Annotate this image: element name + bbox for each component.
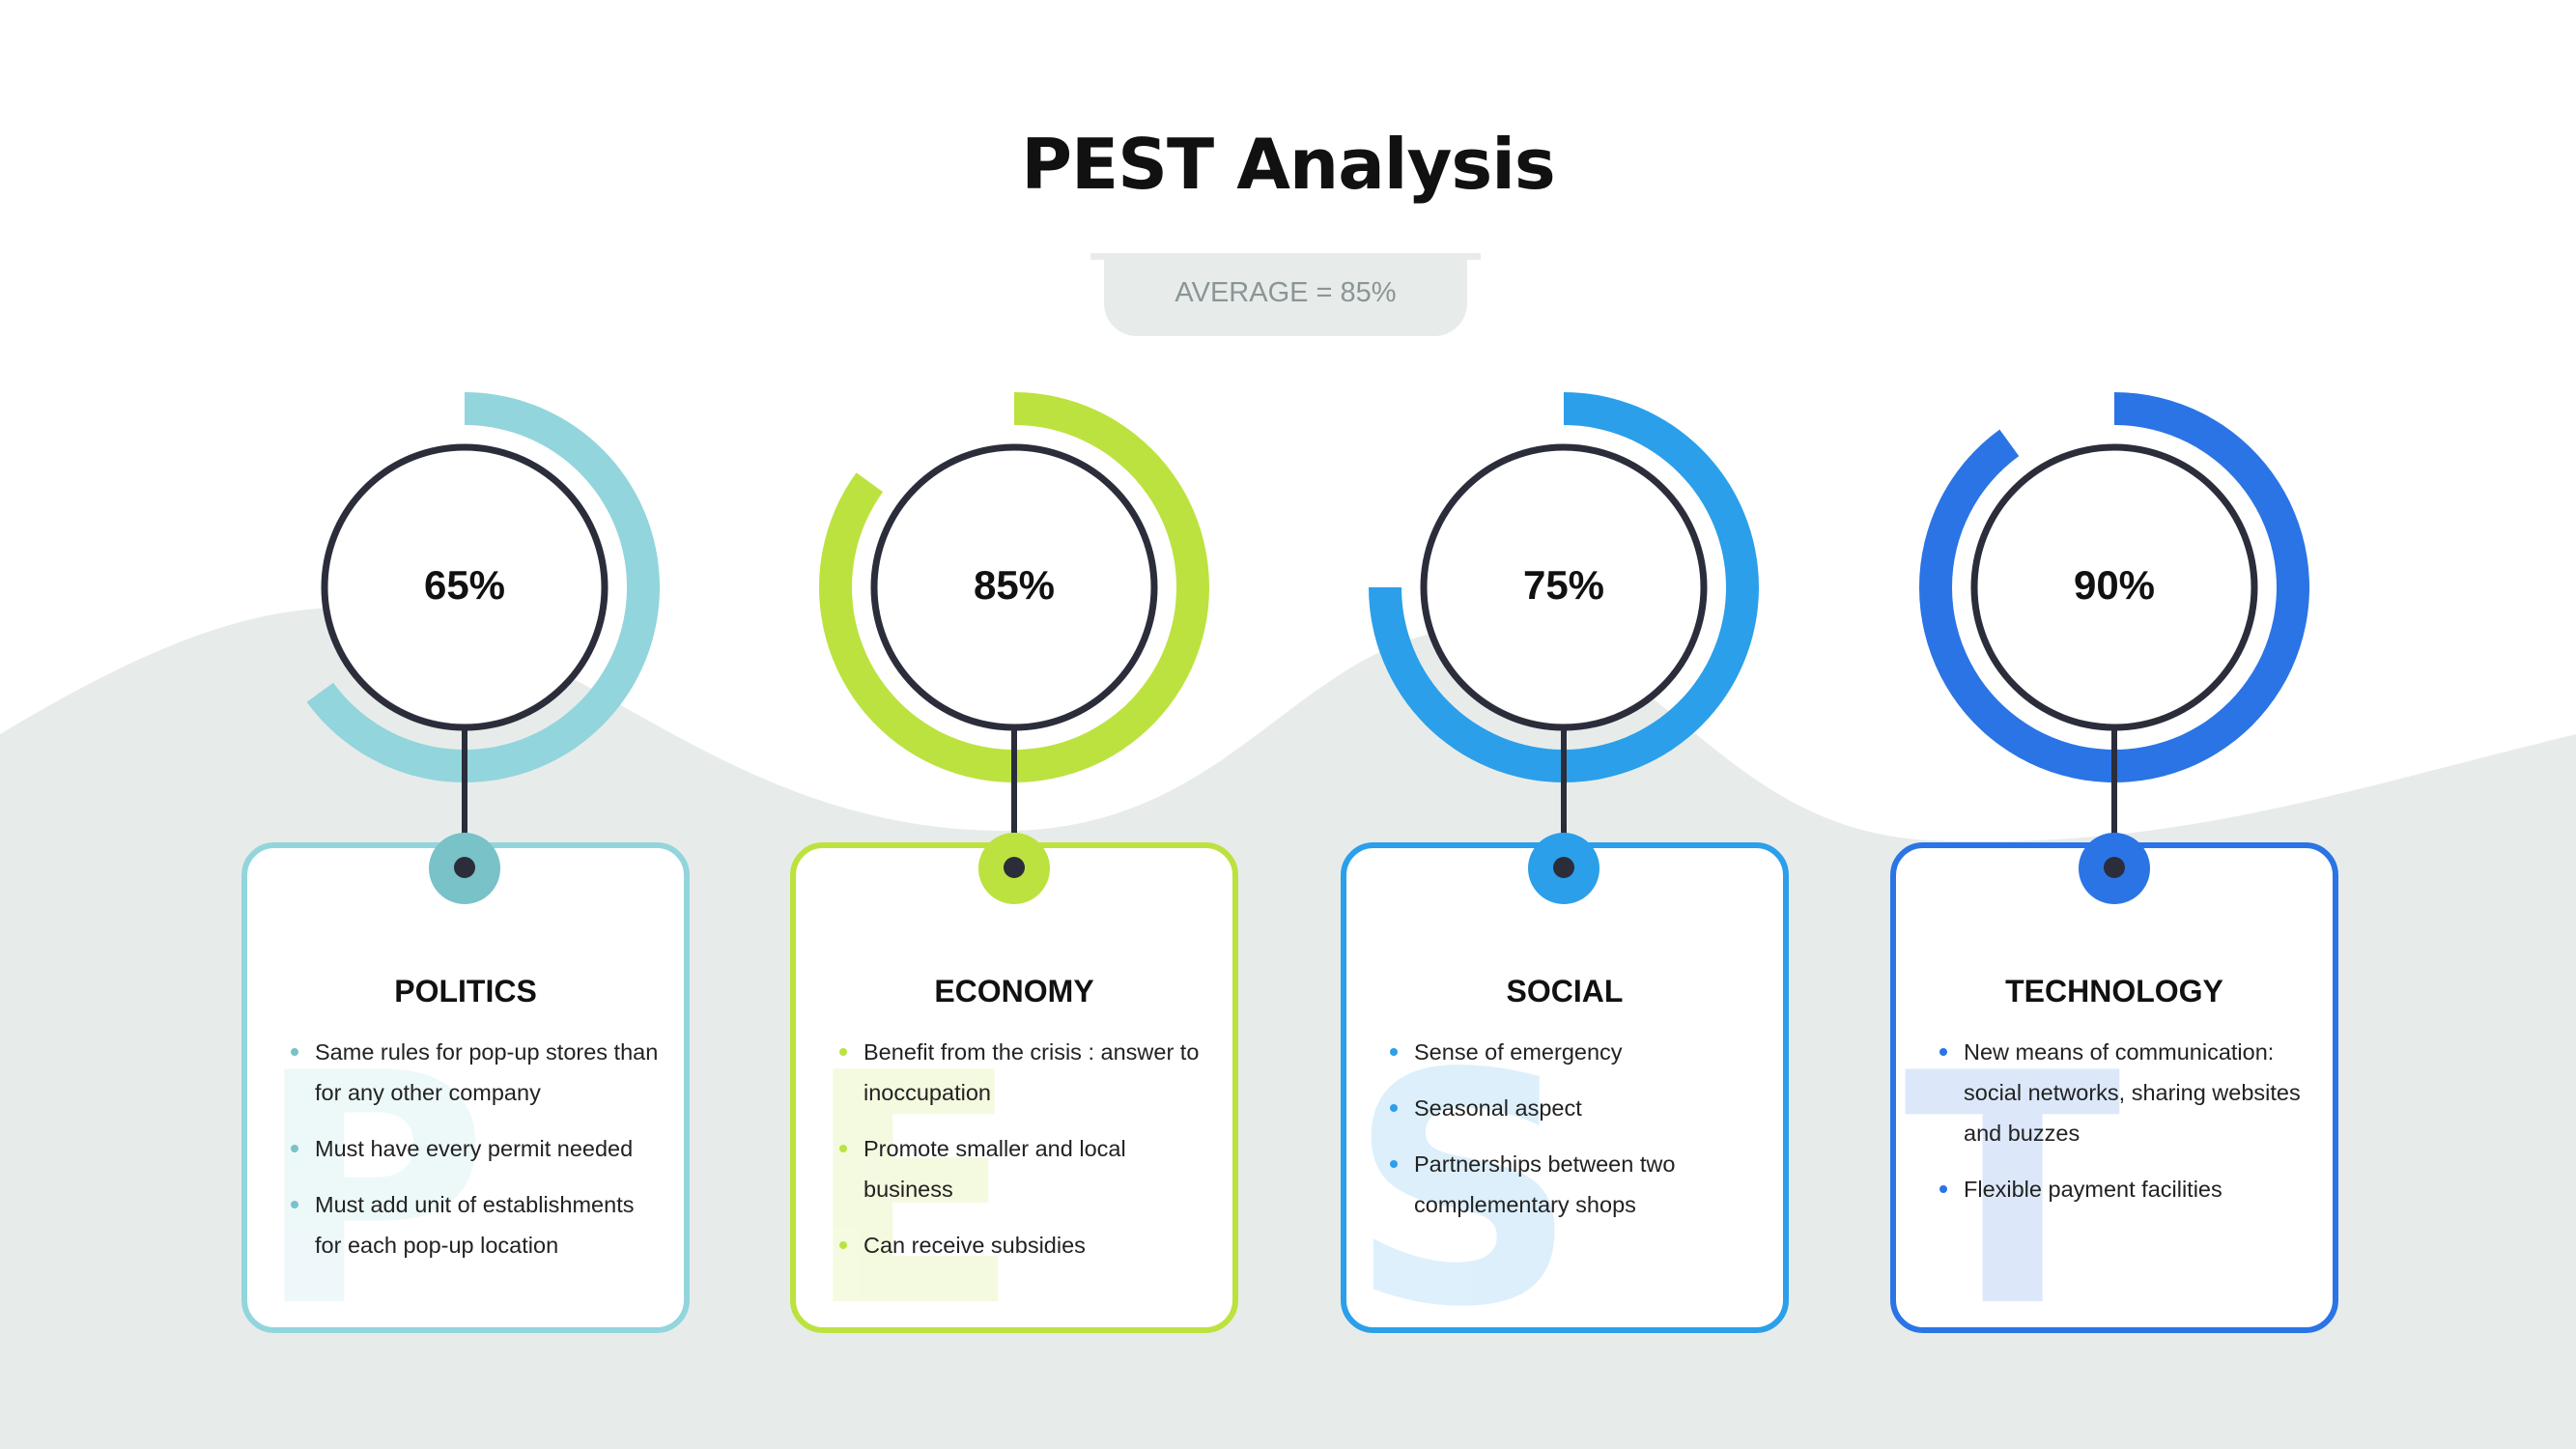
- technology-connector-dot: [2079, 833, 2150, 904]
- bullet-dot-icon: [839, 1145, 847, 1152]
- list-item: Sense of emergency: [1390, 1032, 1764, 1072]
- bullet-text: Must have every permit needed: [315, 1136, 634, 1161]
- bullet-dot-icon: [1939, 1048, 1947, 1056]
- economy-connector-dot: [978, 833, 1050, 904]
- bullet-dot-icon: [1390, 1048, 1398, 1056]
- politics-watermark-letter: P: [255, 1006, 489, 1333]
- bullet-text: New means of communication: social netwo…: [1964, 1039, 2301, 1146]
- bullet-dot-icon: [1939, 1185, 1947, 1193]
- bullet-text: Must add unit of establishments for each…: [315, 1192, 635, 1258]
- economy-title: ECONOMY: [934, 974, 1094, 1009]
- social-watermark-letter: S: [1348, 1006, 1578, 1333]
- technology-card: T TECHNOLOGY New means of communication: s…: [1890, 842, 2338, 1333]
- technology-value-label: 90%: [2073, 562, 2156, 608]
- technology-watermark-letter: T: [1904, 1006, 2122, 1333]
- bullet-dot-icon: [291, 1201, 298, 1208]
- bullet-dot-icon: [291, 1145, 298, 1152]
- economy-card: E ECONOMY Benefit from the crisis : answer…: [790, 842, 1238, 1333]
- politics-ring-face: [328, 451, 601, 724]
- social-card: S SOCIAL Sense of emergency Seasonal aspect…: [1341, 842, 1789, 1333]
- list-item: Same rules for pop-up stores than for an…: [291, 1032, 665, 1113]
- list-item: Can receive subsidies: [839, 1225, 1213, 1265]
- technology-connector-pin: [2104, 857, 2125, 878]
- social-title: SOCIAL: [1506, 974, 1624, 1009]
- politics-bullet-list: Same rules for pop-up stores than for an…: [291, 1032, 665, 1281]
- bullet-dot-icon: [839, 1048, 847, 1056]
- economy-value-label: 85%: [973, 562, 1056, 608]
- technology-ring-face: [1978, 451, 2250, 724]
- social-value-label: 75%: [1522, 562, 1605, 608]
- bullet-text: Benefit from the crisis : answer to inoc…: [863, 1039, 1200, 1105]
- list-item: Promote smaller and local business: [839, 1128, 1213, 1209]
- bullet-text: Sense of emergency: [1414, 1039, 1623, 1065]
- politics-value-label: 65%: [423, 562, 506, 608]
- economy-connector-pin: [1004, 857, 1025, 878]
- economy-ring-face: [878, 451, 1150, 724]
- bullet-dot-icon: [1390, 1104, 1398, 1112]
- economy-bullet-list: Benefit from the crisis : answer to inoc…: [839, 1032, 1213, 1281]
- list-item: Partnerships between two complementary s…: [1390, 1144, 1764, 1225]
- technology-title: TECHNOLOGY: [2005, 974, 2223, 1009]
- economy-watermark-letter: E: [804, 1006, 1022, 1333]
- bullet-dot-icon: [839, 1241, 847, 1249]
- bullet-text: Flexible payment facilities: [1964, 1177, 2222, 1202]
- social-ring-face: [1428, 451, 1700, 724]
- bullet-dot-icon: [1390, 1160, 1398, 1168]
- list-item: Benefit from the crisis : answer to inoc…: [839, 1032, 1213, 1113]
- social-connector-dot: [1528, 833, 1599, 904]
- bullet-text: Partnerships between two complementary s…: [1414, 1151, 1676, 1217]
- politics-card: P POLITICS Same rules for pop-up stores th…: [241, 842, 690, 1333]
- list-item: Must add unit of establishments for each…: [291, 1184, 665, 1265]
- bullet-text: Can receive subsidies: [863, 1233, 1086, 1258]
- list-item: Flexible payment facilities: [1939, 1169, 2313, 1209]
- bullet-text: Seasonal aspect: [1414, 1095, 1582, 1121]
- average-badge: AVERAGE = 85%: [1090, 253, 1481, 336]
- average-label: AVERAGE = 85%: [1175, 277, 1397, 308]
- technology-bullet-list: New means of communication: social netwo…: [1939, 1032, 2313, 1225]
- social-connector-pin: [1553, 857, 1574, 878]
- bullet-text: Same rules for pop-up stores than for an…: [315, 1039, 659, 1105]
- social-bullet-list: Sense of emergency Seasonal aspect Partner…: [1390, 1032, 1764, 1240]
- list-item: New means of communication: social netwo…: [1939, 1032, 2313, 1153]
- list-item: Must have every permit needed: [291, 1128, 665, 1169]
- politics-connector-dot: [429, 833, 500, 904]
- page-title: PEST Analysis: [1021, 124, 1556, 205]
- politics-connector-pin: [454, 857, 475, 878]
- bullet-dot-icon: [291, 1048, 298, 1056]
- bullet-text: Promote smaller and local business: [863, 1136, 1126, 1202]
- politics-title: POLITICS: [394, 974, 537, 1009]
- list-item: Seasonal aspect: [1390, 1088, 1764, 1128]
